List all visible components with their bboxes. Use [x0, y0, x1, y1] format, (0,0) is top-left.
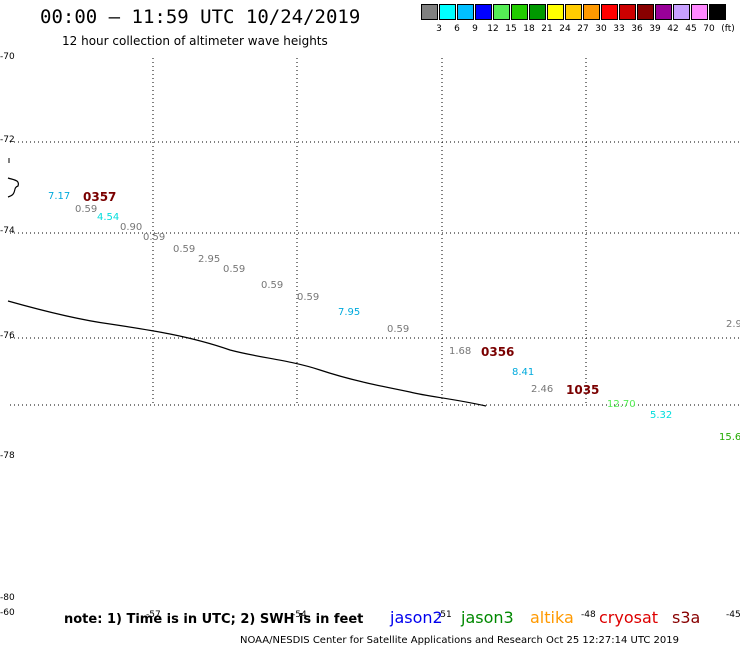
footer-note: note: 1) Time is in UTC; 2) SWH is in fe…: [64, 612, 364, 627]
wave-height-label: 2.9: [726, 319, 740, 330]
legend-label: 18: [523, 24, 535, 34]
wave-height-label: 4.54: [97, 212, 120, 223]
wave-height-label: 0.90: [120, 222, 143, 233]
legend-swatch: [655, 4, 672, 20]
legend-label: 39: [649, 24, 661, 34]
wave-height-label: 0.59: [75, 204, 98, 215]
wave-height-label: 8.41: [512, 367, 535, 378]
legend-label: 27: [577, 24, 589, 34]
lon-label: -45: [726, 610, 740, 620]
legend-label: 36: [631, 24, 643, 34]
legend-swatch: [547, 4, 564, 20]
pass-time-label: 0356: [481, 345, 515, 359]
legend-swatch: [493, 4, 510, 20]
wave-height-label: 2.46: [531, 384, 554, 395]
wave-height-label: 2.95: [198, 254, 221, 265]
map-canvas: [7, 58, 740, 407]
wave-height-label: 1.68: [449, 346, 472, 357]
legend-label: 42: [667, 24, 679, 34]
pass-time-label: 0357: [83, 190, 117, 204]
legend-label: 70: [703, 24, 715, 34]
satellite-label-jason2: jason2: [390, 608, 443, 627]
legend-unit: (ft): [721, 24, 735, 34]
legend-swatch: [691, 4, 708, 20]
lon-label: -57: [146, 610, 161, 620]
legend-label: 45: [685, 24, 697, 34]
lon-label: -51: [437, 610, 452, 620]
lat-label: -76: [0, 331, 15, 341]
map-subtitle: 12 hour collection of altimeter wave hei…: [62, 34, 328, 48]
legend-swatch: [421, 4, 438, 20]
satellite-label-jason3: jason3: [461, 608, 514, 627]
legend-swatch: [619, 4, 636, 20]
legend-swatch: [709, 4, 726, 20]
legend-label: 33: [613, 24, 625, 34]
legend-swatch: [475, 4, 492, 20]
color-legend: 3 6 9 12 15 18 21 24 27 30 33 36 39 42 4…: [421, 4, 740, 38]
legend-label: 12: [487, 24, 499, 34]
lon-label: -60: [0, 608, 15, 618]
wave-height-label: 0.59: [223, 264, 246, 275]
pass-time-label: 1035: [566, 383, 600, 397]
legend-swatch: [673, 4, 690, 20]
wave-height-label: 0.59: [261, 280, 284, 291]
lon-label: -48: [581, 610, 596, 620]
lat-label: -72: [0, 135, 15, 145]
legend-label: 15: [505, 24, 517, 34]
wave-height-label: 0.59: [173, 244, 196, 255]
legend-label: 21: [541, 24, 553, 34]
legend-swatch: [565, 4, 582, 20]
satellite-label-cryosat: cryosat: [599, 608, 659, 627]
wave-height-label: 0.59: [387, 324, 410, 335]
lat-label: -70: [0, 52, 15, 62]
satellite-label-s3a: s3a: [672, 608, 701, 627]
satellite-label-altika: altika: [530, 608, 574, 627]
legend-swatch: [457, 4, 474, 20]
legend-label: 24: [559, 24, 571, 34]
wave-height-label: 0.59: [143, 232, 166, 243]
wave-height-label: 5.32: [650, 410, 673, 421]
wave-height-label: 12.70: [607, 399, 636, 410]
legend-swatch: [637, 4, 654, 20]
legend-swatch: [511, 4, 528, 20]
map-title: 00:00 – 11:59 UTC 10/24/2019: [40, 6, 361, 28]
wave-height-label: 7.17: [48, 191, 71, 202]
legend-label: 30: [595, 24, 607, 34]
legend-swatch: [439, 4, 456, 20]
legend-label: 6: [454, 24, 460, 34]
legend-label: 3: [436, 24, 442, 34]
lat-label: -80: [0, 593, 15, 603]
legend-swatch: [601, 4, 618, 20]
credit-line: NOAA/NESDIS Center for Satellite Applica…: [240, 635, 679, 646]
island-coastline: [7, 177, 19, 198]
lat-label: -74: [0, 226, 15, 236]
graticule: [10, 58, 740, 406]
wave-height-label: 15.6: [719, 432, 740, 443]
lat-label: -78: [0, 451, 15, 461]
legend-swatch: [583, 4, 600, 20]
legend-swatch: [529, 4, 546, 20]
lon-label: -54: [292, 610, 307, 620]
ice-shelf-coastline: [7, 300, 487, 407]
wave-height-label: 0.59: [297, 292, 320, 303]
legend-label: 9: [472, 24, 478, 34]
wave-height-label: 7.95: [338, 307, 361, 318]
